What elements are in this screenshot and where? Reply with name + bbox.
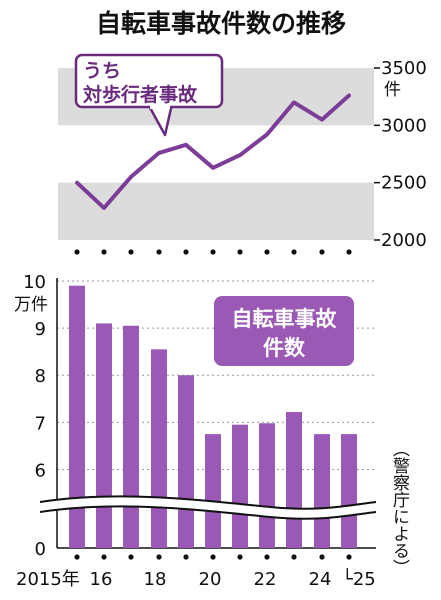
source-note: （警察庁による） — [389, 440, 410, 576]
top-unit: 件 — [384, 80, 401, 100]
bar-2015 — [69, 285, 85, 548]
x-label-22: 22 — [254, 569, 277, 590]
bar-2024 — [314, 434, 330, 548]
bottom-y-tick-6: 6 — [35, 460, 46, 481]
top-chart: 3500 3000 2500 2000 件 うち 対歩行者事故 — [58, 53, 427, 255]
bottom-dot-2025 — [346, 554, 352, 560]
bottom-y-tick-0: 0 — [35, 539, 46, 560]
top-y-tick-2000: 2000 — [381, 230, 427, 251]
axis-break-fill — [40, 496, 376, 519]
bar-2017 — [123, 325, 139, 548]
bottom-dot-2019 — [183, 554, 189, 560]
top-dot-2018 — [156, 249, 162, 255]
bar-2018 — [151, 349, 167, 548]
bottom-dot-2018 — [156, 554, 162, 560]
bottom-dot-2020 — [210, 554, 216, 560]
x-label-20: 20 — [199, 569, 222, 590]
top-dot-2016 — [101, 249, 107, 255]
x-label-18: 18 — [144, 569, 167, 590]
bottom-y-tick-7: 7 — [35, 413, 46, 434]
bar-2016 — [96, 323, 112, 548]
bar-2022 — [259, 423, 275, 548]
axis-break-top — [39, 495, 377, 510]
callout-pointer-cover — [150, 101, 170, 109]
bottom-dot-2023 — [291, 554, 297, 560]
legend-box — [214, 296, 354, 366]
axis-break — [39, 495, 377, 520]
top-dot-2023 — [291, 249, 297, 255]
bottom-dot-2016 — [101, 554, 107, 560]
top-y-tick-3000: 3000 — [381, 115, 427, 136]
bottom-y-tick-10: 10 — [23, 272, 46, 293]
bar-2019 — [178, 375, 194, 548]
band-2000-2500 — [58, 182, 374, 240]
bottom-y-ticks: 10 9 8 7 6 0 — [23, 272, 46, 560]
chart-title: 自転車事故件数の推移 — [96, 9, 346, 38]
legend-line-2: 件数 — [263, 336, 306, 360]
pedestrian-accident-line — [75, 93, 351, 210]
bar-2023 — [286, 411, 302, 548]
top-separator-dots — [74, 249, 352, 255]
bar-2025 — [341, 434, 357, 548]
top-dot-2024 — [319, 249, 325, 255]
bottom-tick-dots — [74, 554, 352, 560]
bottom-chart: 10 9 8 7 6 0 万件 自転車事故 件数 2015年 16 18 20 22 24… — [14, 272, 410, 590]
bottom-y-tick-9: 9 — [35, 319, 46, 340]
top-dot-2017 — [128, 249, 134, 255]
bar-2021 — [232, 424, 248, 548]
x-label-24: 24 — [309, 569, 332, 590]
callout-box — [74, 53, 224, 109]
bar-2020 — [205, 434, 221, 548]
axis-break-bottom — [39, 505, 377, 520]
bottom-y-tick-8: 8 — [35, 366, 46, 387]
top-dot-2025 — [346, 249, 352, 255]
legend-line-1: 自転車事故 — [232, 307, 338, 331]
bottom-unit: 万件 — [14, 295, 48, 315]
top-dot-2019 — [183, 249, 189, 255]
callout: うち 対歩行者事故 — [74, 53, 224, 137]
top-dot-2020 — [210, 249, 216, 255]
top-y-tick-3500: 3500 — [381, 58, 427, 79]
bottom-dot-2022 — [264, 554, 270, 560]
callout-line-2: 対歩行者事故 — [82, 83, 198, 106]
top-dot-2022 — [264, 249, 270, 255]
x-label-16: 16 — [90, 569, 113, 590]
x-label-2015: 2015年 — [16, 569, 80, 590]
top-y-tick-2500: 2500 — [381, 173, 427, 194]
top-y-ticks: 3500 3000 2500 2000 — [374, 58, 427, 251]
bottom-dot-2017 — [128, 554, 134, 560]
bottom-dot-2015 — [74, 554, 80, 560]
bottom-dot-2021 — [237, 554, 243, 560]
callout-pointer — [146, 103, 174, 137]
top-dot-2015 — [74, 249, 80, 255]
bottom-dot-2024 — [319, 554, 325, 560]
top-dot-2021 — [237, 249, 243, 255]
callout-line-1: うち — [83, 60, 121, 82]
x-label-25: └25 — [342, 568, 376, 590]
